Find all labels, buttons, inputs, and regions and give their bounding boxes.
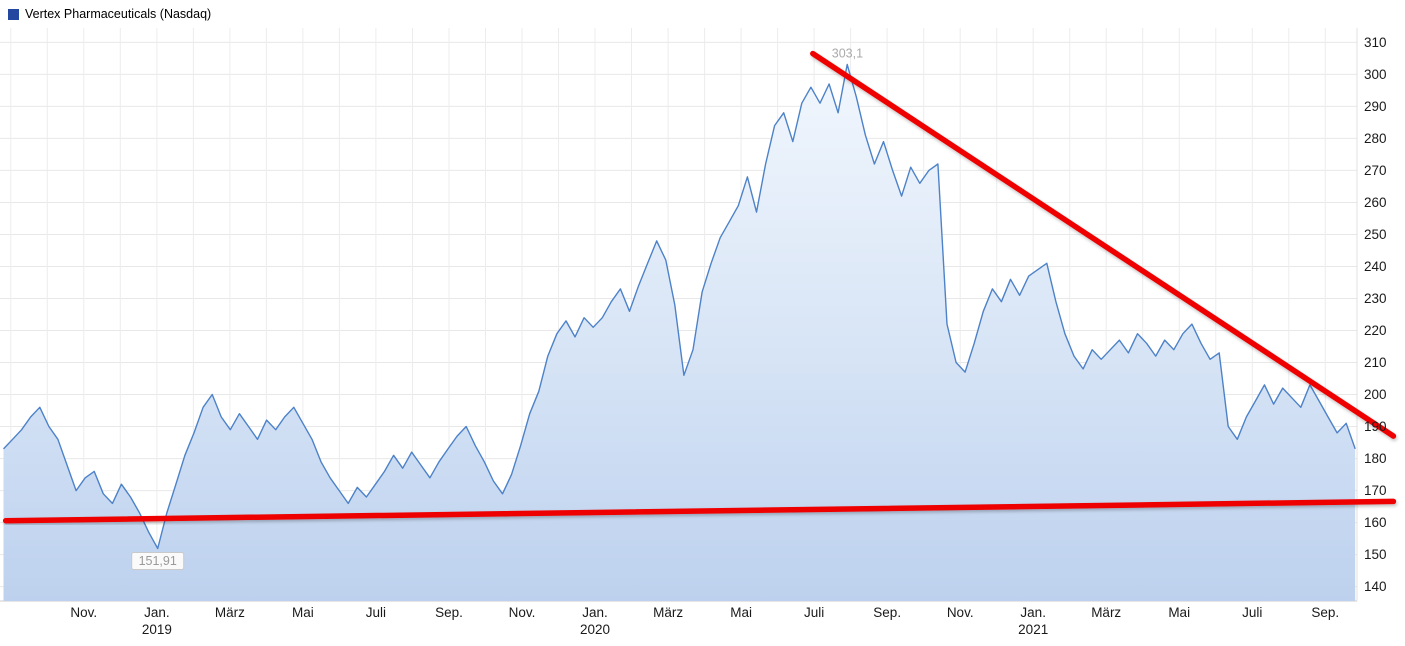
- svg-text:Jan.: Jan.: [1020, 605, 1046, 620]
- svg-text:Sep.: Sep.: [1311, 605, 1339, 620]
- svg-text:Sep.: Sep.: [435, 605, 463, 620]
- svg-text:2021: 2021: [1018, 622, 1048, 637]
- svg-text:180: 180: [1364, 451, 1387, 466]
- svg-text:Nov.: Nov.: [70, 605, 97, 620]
- svg-text:Nov.: Nov.: [947, 605, 974, 620]
- svg-text:Mai: Mai: [1168, 605, 1190, 620]
- trendline: [810, 50, 1397, 439]
- price-line: [2, 63, 1356, 550]
- svg-text:März: März: [653, 605, 683, 620]
- svg-text:Mai: Mai: [730, 605, 752, 620]
- svg-text:210: 210: [1364, 355, 1387, 370]
- svg-text:2019: 2019: [142, 622, 172, 637]
- svg-text:März: März: [215, 605, 245, 620]
- trendline: [2, 498, 1397, 524]
- svg-text:Sep.: Sep.: [873, 605, 901, 620]
- x-axis: Nov. Jan. 2019 März Mai Juli Sep. Nov. Jan. 2020 M…: [70, 605, 1339, 637]
- svg-text:260: 260: [1364, 195, 1387, 210]
- svg-text:310: 310: [1364, 35, 1387, 50]
- svg-text:270: 270: [1364, 163, 1387, 178]
- svg-text:190: 190: [1364, 419, 1387, 434]
- svg-text:Nov.: Nov.: [509, 605, 536, 620]
- svg-text:Jan.: Jan.: [144, 605, 170, 620]
- svg-text:240: 240: [1364, 259, 1387, 274]
- svg-text:280: 280: [1364, 131, 1387, 146]
- svg-text:160: 160: [1364, 515, 1387, 530]
- svg-text:Juli: Juli: [1242, 605, 1262, 620]
- svg-text:März: März: [1091, 605, 1121, 620]
- svg-text:140: 140: [1364, 579, 1387, 594]
- svg-text:Mai: Mai: [292, 605, 314, 620]
- legend-marker-icon: [8, 8, 19, 20]
- svg-text:220: 220: [1364, 323, 1387, 338]
- svg-text:250: 250: [1364, 227, 1387, 242]
- annotation-label: 303,1: [832, 47, 863, 61]
- svg-text:Jan.: Jan.: [582, 605, 608, 620]
- legend-label: Vertex Pharmaceuticals (Nasdaq): [25, 7, 212, 21]
- svg-text:Juli: Juli: [366, 605, 386, 620]
- svg-text:290: 290: [1364, 99, 1387, 114]
- svg-text:Juli: Juli: [804, 605, 824, 620]
- price-area: [3, 64, 1356, 601]
- svg-text:303,1: 303,1: [832, 47, 863, 61]
- svg-text:170: 170: [1364, 483, 1387, 498]
- svg-text:230: 230: [1364, 291, 1387, 306]
- annotation-label: 151,91: [131, 552, 185, 570]
- legend: Vertex Pharmaceuticals (Nasdaq): [8, 7, 211, 21]
- svg-text:151,91: 151,91: [139, 554, 177, 568]
- svg-text:2020: 2020: [580, 622, 610, 637]
- y-axis: 140 150 160 170 180 190 200 210 220 230 240 250 260 2…: [1364, 35, 1387, 594]
- svg-text:200: 200: [1364, 387, 1387, 402]
- svg-text:150: 150: [1364, 547, 1387, 562]
- svg-text:300: 300: [1364, 67, 1387, 82]
